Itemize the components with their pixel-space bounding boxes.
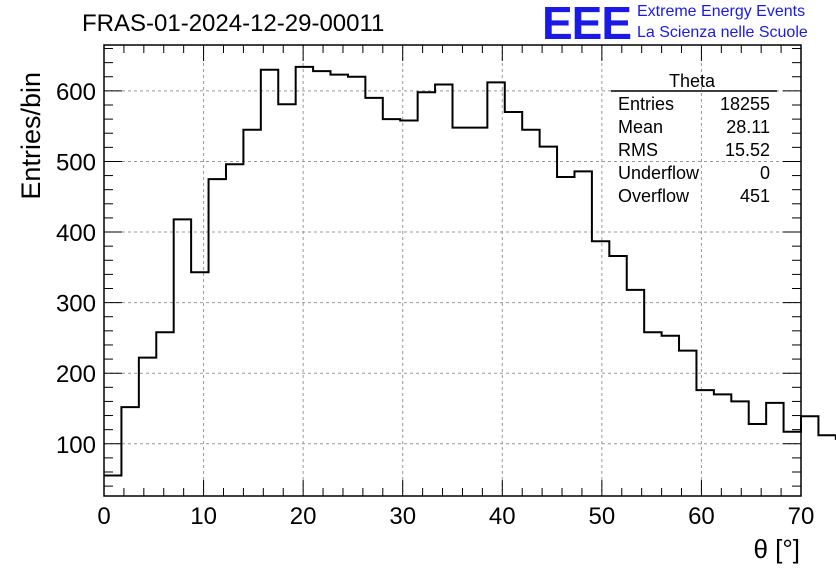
x-axis-label: θ [°] xyxy=(753,534,800,564)
y-tick-label: 500 xyxy=(56,149,96,176)
histogram-line xyxy=(104,65,836,477)
y-tick-label: 400 xyxy=(56,220,96,247)
logo-text-line2: La Scienza nelle Scuole xyxy=(637,24,808,41)
stats-name: Theta xyxy=(669,71,716,91)
stats-label: Underflow xyxy=(618,163,700,183)
stats-value: 0 xyxy=(760,163,770,183)
stats-value: 18255 xyxy=(720,94,770,114)
tick-labels: 0 10 20 30 40 50 60 70 100 200 300 400 500 600 xyxy=(56,79,814,530)
stats-label: RMS xyxy=(618,140,658,160)
x-tick-label: 70 xyxy=(788,503,815,530)
y-tick-label: 300 xyxy=(56,291,96,318)
x-tick-label: 0 xyxy=(97,503,110,530)
x-tick-label: 20 xyxy=(290,503,317,530)
plot-frame xyxy=(103,44,802,497)
y-tick-label: 200 xyxy=(56,361,96,388)
stats-label: Overflow xyxy=(618,186,690,206)
y-tick-label: 100 xyxy=(56,432,96,459)
eee-logo: EEE xyxy=(542,0,632,49)
logo-text-line1: Extreme Energy Events xyxy=(637,3,806,20)
stats-label: Entries xyxy=(618,94,674,114)
x-tick-label: 30 xyxy=(389,503,416,530)
stats-value: 451 xyxy=(740,186,770,206)
y-axis-label: Entries/bin xyxy=(16,72,46,200)
stats-value: 28.11 xyxy=(726,117,770,137)
y-tick-label: 600 xyxy=(56,79,96,106)
chart-title: FRAS-01-2024-12-29-00011 xyxy=(82,10,385,37)
x-tick-label: 60 xyxy=(688,503,715,530)
x-tick-label: 40 xyxy=(489,503,516,530)
stats-box: Theta Entries 18255 Mean 28.11 RMS 15.52 Underf… xyxy=(611,71,777,206)
stats-value: 15.52 xyxy=(725,140,770,160)
axis-ticks xyxy=(103,45,802,496)
x-tick-label: 10 xyxy=(190,503,217,530)
x-tick-label: 50 xyxy=(589,503,616,530)
stats-label: Mean xyxy=(618,117,663,137)
